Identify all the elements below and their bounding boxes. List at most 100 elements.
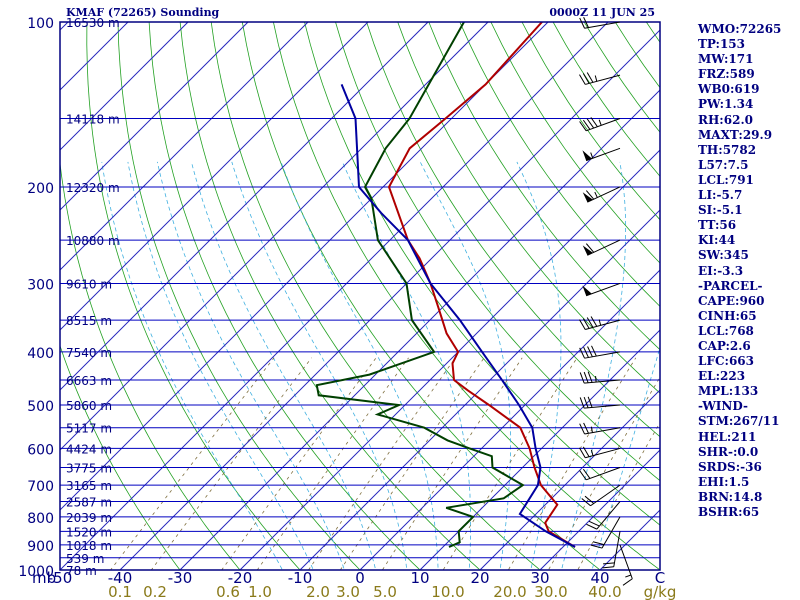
- isotherm: [539, 449, 660, 570]
- mixing-ratio-tick-label: 0.6: [216, 583, 240, 600]
- barb-staff: [586, 118, 621, 132]
- barb-flag: [587, 371, 593, 383]
- sounding-index: L57:7.5: [698, 157, 749, 172]
- wind-barb: [579, 446, 621, 459]
- barb-flag: [583, 422, 589, 434]
- temperature-tick-label: -30: [168, 569, 193, 587]
- barb-pennant: [582, 150, 592, 161]
- isotherm: [60, 22, 489, 451]
- barb-staff: [585, 74, 621, 85]
- barb-staff: [585, 447, 621, 459]
- indices-panel: WMO:72265 TP:153 MW:171 FRZ:589 WB0:619 PW:1.…: [698, 22, 798, 520]
- wind-barb: [579, 467, 621, 481]
- temperature-tick-label: 30: [530, 569, 549, 587]
- moist-adiabat: [101, 161, 283, 570]
- barb-staff: [590, 484, 621, 507]
- moist-adiabat: [280, 161, 439, 570]
- sounding-index: CAPE:960: [698, 293, 765, 308]
- barb-flag: [579, 470, 587, 481]
- pressure-axis-label: mb: [32, 569, 56, 587]
- barb-half-flag: [598, 119, 602, 126]
- mixing-ratio-tick-label: 0.2: [143, 583, 167, 600]
- height-label: 14118 m: [66, 112, 120, 126]
- pressure-tick-label: 700: [27, 479, 54, 495]
- isotherm: [60, 22, 429, 391]
- wind-barb: [602, 531, 621, 569]
- moist-adiabat: [156, 161, 345, 570]
- sounding-index: -WIND-: [698, 399, 748, 414]
- temperature-tick-label: 20: [470, 569, 489, 587]
- wind-barb: [579, 396, 621, 409]
- barb-flag: [582, 73, 590, 84]
- height-label: 1520 m: [66, 525, 112, 539]
- mixing-ratio-line: [442, 357, 578, 570]
- barb-staff: [584, 404, 621, 409]
- dry-adiabat: [60, 160, 241, 570]
- barb-flag: [579, 447, 586, 458]
- temperature-trace: [387, 22, 576, 548]
- barb-flag: [588, 520, 600, 527]
- isotherm: [119, 29, 660, 570]
- mixing-ratio-tick-label: 3.0: [336, 583, 360, 600]
- sounding-index: PW:1.34: [698, 97, 754, 112]
- mixing-ratio-line: [221, 357, 377, 570]
- dry-adiabat: [490, 22, 660, 264]
- barb-staff: [584, 21, 621, 29]
- height-label: 7540 m: [66, 346, 112, 360]
- barb-flag: [586, 317, 594, 328]
- barb-flag: [579, 397, 585, 409]
- barb-flag: [590, 316, 598, 327]
- barb-flag: [603, 562, 615, 565]
- barb-flag: [590, 117, 598, 127]
- barb-flag: [579, 17, 585, 29]
- height-label: 8515 m: [66, 314, 112, 328]
- mixing-ratio-tick-label: 0.1: [108, 583, 132, 600]
- dry-adiabat: [179, 22, 481, 570]
- temperature-tick-label: -50: [48, 569, 73, 587]
- barb-flag: [602, 566, 614, 569]
- background-grid: [60, 22, 660, 570]
- sounding-index: KI:44: [698, 233, 736, 248]
- barb-flag: [582, 446, 590, 457]
- dry-adiabat: [366, 22, 660, 438]
- isotherm: [60, 22, 189, 151]
- temperature-tick-label: -10: [288, 569, 313, 587]
- barb-staff: [596, 501, 621, 530]
- sounding-index: TH:5782: [698, 142, 757, 157]
- sounding-index: FRZ:589: [698, 67, 755, 82]
- dry-adiabat: [397, 22, 660, 394]
- height-label: 16530 m: [66, 16, 120, 30]
- wind-barb: [582, 147, 621, 162]
- height-label: 3775 m: [66, 461, 112, 475]
- dry-adiabat: [117, 22, 361, 570]
- isotherm: [479, 389, 660, 570]
- temperature-tick-label: 0: [355, 569, 365, 587]
- barb-staff: [585, 319, 621, 330]
- height-label: 3165 m: [66, 479, 112, 493]
- sounding-index: BRN:14.8: [698, 489, 763, 504]
- dry-adiabat: [459, 22, 660, 307]
- sounding-index: MPL:133: [698, 384, 759, 399]
- isotherm: [60, 22, 369, 331]
- wind-barb: [579, 72, 621, 85]
- isotherm: [239, 149, 660, 570]
- dry-adiabat: [60, 344, 181, 570]
- sounding-index: STM:267/11: [698, 414, 780, 429]
- sounding-index: EL:223: [698, 369, 746, 384]
- mixing-ratio-tick-label: 30.0: [534, 583, 567, 600]
- isotherm: [60, 22, 609, 570]
- moist-adiabat: [516, 161, 562, 570]
- barb-flag: [587, 346, 593, 358]
- wind-barb: [582, 186, 621, 203]
- mixing-ratio-line: [547, 376, 660, 570]
- dry-adiabat: [304, 22, 660, 526]
- mixing-ratio-line: [577, 421, 660, 570]
- wind-barb: [579, 316, 621, 330]
- barb-half-flag: [594, 75, 598, 82]
- barb-flag: [579, 347, 585, 359]
- height-label: 9610 m: [66, 277, 112, 291]
- dewpoint-trace: [315, 22, 525, 548]
- barb-flag: [579, 319, 586, 330]
- barb-flag: [587, 396, 593, 408]
- moist-adiabat: [342, 161, 471, 570]
